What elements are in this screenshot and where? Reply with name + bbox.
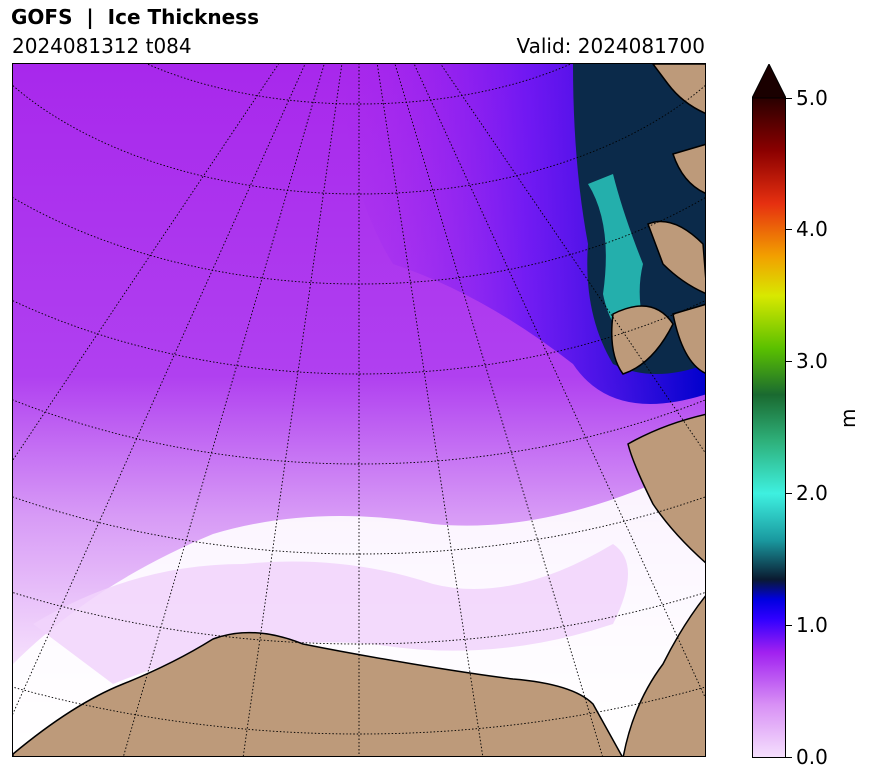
colorbar-extend-arrow	[752, 64, 786, 98]
colorbar-tick: 4.0	[796, 217, 828, 241]
page-title: GOFS | Ice Thickness	[11, 5, 259, 29]
colorbar-tick: 5.0	[796, 86, 828, 110]
colorbar-tick: 0.0	[796, 745, 828, 769]
colorbar-tick: 3.0	[796, 349, 828, 373]
map-canvas	[13, 64, 706, 757]
ice-thickness-map	[12, 63, 706, 757]
run-label: 2024081312 t084	[12, 34, 192, 58]
colorbar-gradient	[753, 98, 786, 758]
colorbar-tick: 2.0	[796, 481, 828, 505]
colorbar-unit: m	[836, 409, 860, 428]
colorbar	[752, 64, 786, 758]
colorbar-tick: 1.0	[796, 613, 828, 637]
valid-label: Valid: 2024081700	[516, 34, 705, 58]
